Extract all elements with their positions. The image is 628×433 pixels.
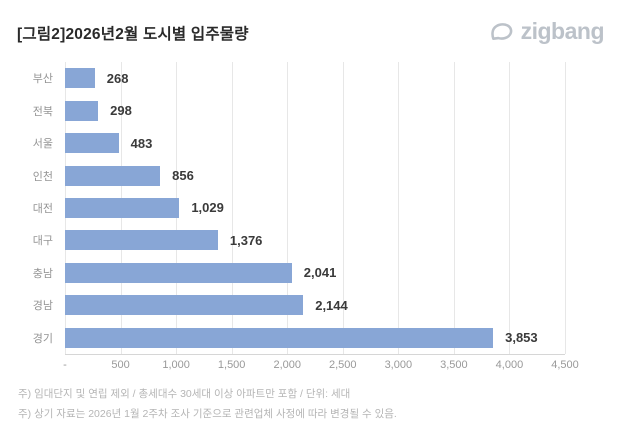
x-tick-label: 3,000 bbox=[384, 359, 413, 371]
category-label: 전북 bbox=[32, 105, 53, 118]
value-label: 268 bbox=[106, 70, 129, 86]
category-label: 서울 bbox=[32, 138, 53, 151]
bar-row: 서울 483 bbox=[33, 127, 565, 159]
category-label: 경기 bbox=[32, 332, 53, 345]
category-label: 인천 bbox=[32, 170, 53, 183]
value-label: 483 bbox=[130, 135, 153, 151]
value-label: 1,376 bbox=[229, 232, 263, 248]
bar bbox=[65, 133, 119, 154]
value-label: 3,853 bbox=[505, 330, 538, 346]
bar-row: 전북 298 bbox=[33, 94, 565, 126]
bar bbox=[65, 100, 99, 121]
gridline bbox=[342, 62, 344, 354]
bar bbox=[65, 68, 95, 89]
bar bbox=[65, 230, 218, 251]
bar bbox=[65, 262, 292, 283]
x-tick-label: 2,000 bbox=[273, 359, 301, 371]
value-label: 856 bbox=[172, 168, 194, 184]
footnote-line: 주) 상기 자료는 2026년 1월 2주차 조사 기준으로 관련업체 사정에 … bbox=[18, 408, 397, 420]
bar-row: 부산 268 bbox=[33, 62, 565, 94]
bar-row: 대구 1,376 bbox=[33, 224, 565, 256]
x-tick-label: 3,500 bbox=[440, 359, 468, 371]
bar-row: 대전 1,029 bbox=[33, 192, 565, 224]
x-tick-label: 500 bbox=[111, 359, 130, 371]
bar-row: 경남 2,144 bbox=[33, 289, 565, 321]
bar-row: 충남 2,041 bbox=[33, 257, 565, 289]
gridline bbox=[231, 62, 233, 354]
bar bbox=[65, 327, 494, 348]
x-tick-label: 2,500 bbox=[329, 359, 357, 371]
value-label: 2,144 bbox=[315, 297, 348, 313]
footnotes: 주) 임대단지 및 연립 제외 / 총세대수 30세대 이상 아파트만 포함 /… bbox=[18, 384, 397, 424]
category-label: 대전 bbox=[32, 202, 53, 215]
gridline bbox=[565, 62, 566, 354]
value-label: 2,041 bbox=[303, 265, 337, 281]
gridline bbox=[287, 62, 289, 354]
x-axis: - 500 1,000 1,500 2,000 2,500 3,000 3,500 4,000 4… bbox=[63, 359, 579, 375]
zigbang-logo: zigbang bbox=[489, 18, 605, 45]
x-tick-label: - bbox=[63, 359, 67, 371]
bar-row: 인천 856 bbox=[33, 159, 565, 191]
chart-title: [그림2]2026년2월 도시별 입주물량 bbox=[17, 26, 249, 43]
gridline bbox=[509, 62, 511, 354]
category-label: 경남 bbox=[32, 300, 53, 313]
value-label: 1,029 bbox=[191, 200, 224, 216]
x-tick-label: 4,000 bbox=[495, 359, 524, 371]
bar-chart-plot-area: 부산 268 전북 298 서울 483 인천 856 대전 1,029 대구 1,376 충남 2,04… bbox=[33, 62, 566, 355]
zigbang-logo-icon bbox=[489, 19, 515, 45]
x-tick-label: 4,500 bbox=[551, 359, 579, 371]
bar bbox=[65, 165, 161, 186]
zigbang-logo-text: zigbang bbox=[520, 18, 605, 44]
category-label: 충남 bbox=[32, 267, 53, 280]
category-label: 부산 bbox=[32, 73, 53, 86]
x-tick-label: 1,000 bbox=[162, 359, 190, 371]
bar-row: 경기 3,853 bbox=[33, 322, 565, 354]
gridline bbox=[453, 62, 455, 354]
bar bbox=[65, 295, 304, 316]
gridline bbox=[398, 62, 400, 354]
bar bbox=[65, 197, 180, 218]
x-tick-label: 1,500 bbox=[217, 359, 246, 371]
footnote-line: 주) 임대단지 및 연립 제외 / 총세대수 30세대 이상 아파트만 포함 /… bbox=[18, 388, 351, 400]
category-label: 대구 bbox=[32, 235, 53, 248]
value-label: 298 bbox=[110, 103, 132, 119]
